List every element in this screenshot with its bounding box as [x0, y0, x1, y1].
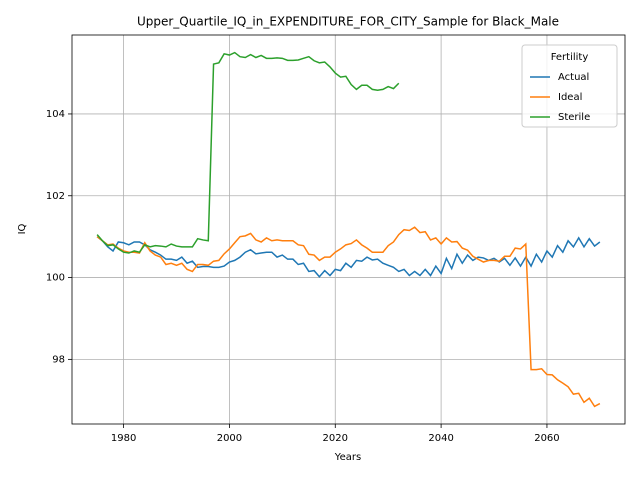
- y-tick-label: 98: [52, 354, 65, 365]
- y-axis-label: IQ: [17, 223, 28, 234]
- line-series: [96, 51, 400, 254]
- x-tick-label: 1980: [111, 433, 136, 444]
- legend-box: [521, 44, 618, 128]
- legend-label: Actual: [558, 72, 589, 83]
- x-tick-label: 2060: [534, 433, 559, 444]
- legend-label: Sterile: [558, 112, 590, 123]
- line-series: [96, 226, 601, 408]
- legend-title: Fertility: [551, 52, 589, 63]
- x-tick-label: 2020: [323, 433, 348, 444]
- x-axis-label: Years: [334, 452, 361, 463]
- legend-label: Ideal: [558, 92, 582, 103]
- x-tick-label: 2000: [217, 433, 242, 444]
- x-tick-label: 2040: [428, 433, 453, 444]
- plot-frame: [71, 34, 626, 425]
- y-tick-label: 102: [46, 191, 65, 202]
- y-tick-label: 100: [46, 273, 65, 284]
- y-tick-label: 104: [46, 109, 65, 120]
- line-series: [96, 236, 601, 278]
- chart-title: Upper_Quartile_IQ_in_EXPENDITURE_FOR_CIT…: [137, 15, 559, 29]
